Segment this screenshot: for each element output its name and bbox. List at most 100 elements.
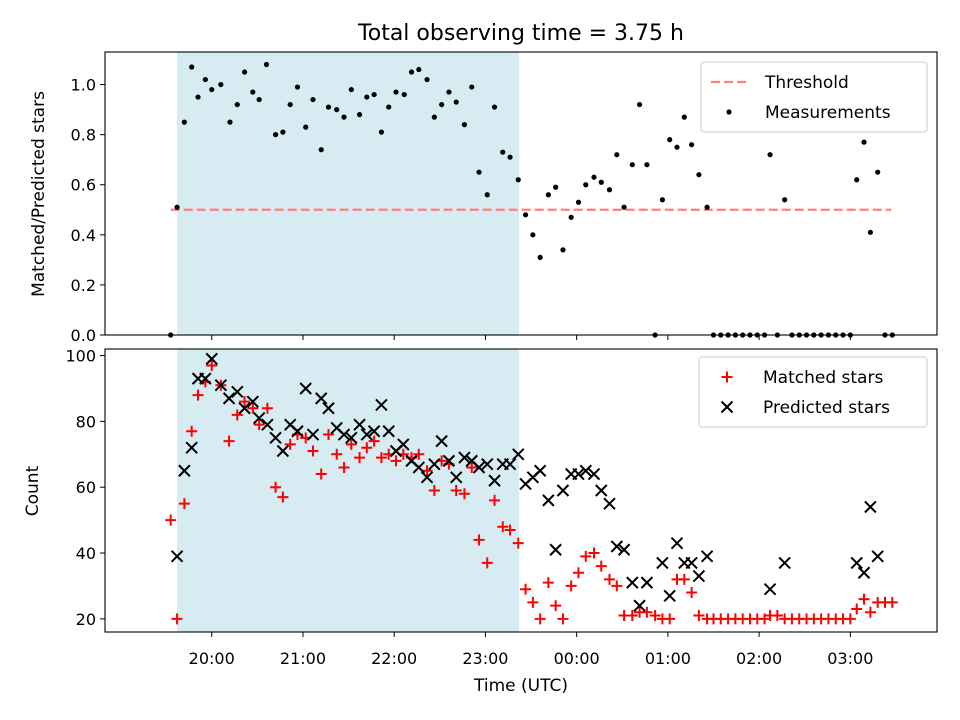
data-point [234,101,240,108]
data-point [782,197,788,203]
data-point [453,99,459,105]
data-point [341,114,347,120]
data-point [386,104,392,110]
data-point [368,435,380,447]
data-point [685,556,698,570]
data-point [280,129,286,135]
data-point [353,418,366,431]
data-point [261,402,273,414]
data-point [345,438,357,450]
data-point [306,428,320,441]
data-point [886,596,898,608]
data-point [575,199,582,205]
data-point [641,606,653,618]
data-point [621,204,627,210]
data-point [401,91,407,98]
legend-label: Predicted stars [763,398,890,418]
data-point [530,232,536,238]
legend-marker [720,400,734,414]
y-tick-label: 100 [65,347,96,366]
ratio-panel: 0.0 0.2 0.4 0.6 0.8 1.0 Threshold Measurements [71,51,938,345]
data-point [704,204,710,210]
data-point [614,152,620,158]
data-point [610,540,623,553]
data-point [382,425,395,438]
data-point [867,229,874,235]
data-point [572,467,585,481]
data-point [303,124,309,130]
data-point [214,378,228,392]
data-point [587,467,601,481]
data-point [209,86,215,93]
data-point [512,537,524,549]
data-point [450,471,463,484]
data-point [361,442,373,454]
data-point [500,149,506,155]
data-point [181,119,187,125]
data-point [331,448,343,460]
data-point [206,359,218,371]
data-point [263,61,270,68]
count-panel: 20 40 60 80 100 Matched stars Predicted stars 2… [65,347,938,668]
data-point [199,372,212,385]
data-point [458,488,470,500]
data-point [603,497,616,510]
data-point [420,471,434,484]
data-point [360,428,374,441]
y-tick-label: 20 [76,610,96,629]
data-point [325,104,332,110]
data-point [560,247,566,253]
data-point [375,452,387,464]
data-point [553,184,559,190]
bottom-y-axis-label: Count [23,465,43,516]
data-point [598,179,604,185]
data-point [442,454,456,468]
data-point [588,547,600,559]
data-point [227,119,233,125]
data-point [644,162,650,168]
data-point [371,91,377,98]
top-y-axis-label: Matched/Predicted stars [29,91,49,297]
data-point [337,428,351,441]
data-point [670,536,684,550]
data-point [174,204,180,210]
data-point [472,461,486,474]
x-axis-label: Time (UTC) [473,676,568,696]
data-point [489,494,501,506]
plot-frame [104,348,938,633]
data-point [617,543,631,556]
data-point [287,101,293,108]
data-point [583,182,589,188]
data-point [556,484,570,497]
data-point [626,576,639,589]
observing-window-shade [177,52,520,335]
data-point [348,86,354,93]
data-point [424,76,430,83]
data-point [364,94,370,100]
data-point [692,569,706,583]
data-point [591,174,597,180]
data-point [857,566,871,579]
legend: Matched stars Predicted stars [698,356,928,428]
data-point [277,491,289,503]
data-point [871,550,884,563]
data-point [844,613,856,625]
data-point [315,392,328,405]
data-point [272,132,279,138]
data-point [649,610,661,622]
data-point [261,418,274,431]
x-tick-label: 01:00 [645,649,691,668]
data-point [603,573,615,585]
data-point [439,101,445,108]
data-point [431,114,437,120]
data-point [270,481,282,493]
data-point [520,583,532,595]
data-point [864,500,877,514]
data-point [367,425,381,438]
y-tick-label: 1.0 [71,76,96,95]
data-point [416,66,422,73]
series-matched-stars [165,359,898,625]
data-point [659,197,666,203]
data-point [534,613,546,625]
